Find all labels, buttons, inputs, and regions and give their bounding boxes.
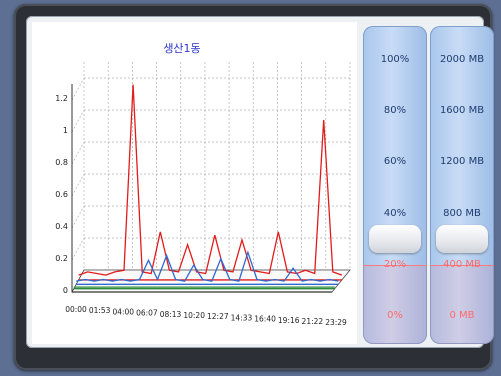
grid-side-line <box>71 77 85 101</box>
y-tick-label: 0.8 <box>55 158 68 167</box>
x-tick-label: 12:27 <box>207 312 229 321</box>
y-tick-label: 1 <box>63 126 68 135</box>
grid-side-line <box>71 141 85 165</box>
x-tick-label: 04:00 <box>112 307 134 316</box>
x-tick-label: 06:07 <box>136 309 158 318</box>
gauge_percent-tick-label: 80% <box>383 105 407 117</box>
gauge_mb-tick-label: 1200 MB <box>439 156 485 168</box>
x-tick-label: 08:13 <box>160 310 182 319</box>
gauge_percent-tick-label: 0% <box>387 310 403 321</box>
gauge_mb-tick-label: 800 MB <box>443 207 481 219</box>
y-tick-label: 1.2 <box>55 94 68 103</box>
x-tick-label: 00:00 <box>65 305 87 314</box>
usage-chart: 생산1동 0 0.2 0.4 0.6 0.8 1 1.2 00:00 01:53 04:00 06:0… <box>32 22 357 344</box>
percent-gauge: 100% 80% 60% 40% 20% 0% <box>363 26 427 344</box>
gauge_percent-tick-label: 60% <box>383 156 407 168</box>
series-line <box>76 250 339 282</box>
usage-chart-svg: 생산1동 0 0.2 0.4 0.6 0.8 1 1.2 00:00 01:53 04:00 06:0… <box>55 42 351 327</box>
x-tick-label: 16:40 <box>254 315 276 324</box>
y-tick-label: 0 <box>63 286 68 295</box>
x-tick-label: 14:33 <box>231 313 253 322</box>
mb-gauge-fill <box>430 264 494 344</box>
gauge_mb-tick-label: 0 MB <box>449 310 475 321</box>
x-tick-label: 23:29 <box>325 318 347 327</box>
mb-gauge-knob[interactable] <box>436 224 488 253</box>
grid-side-line <box>71 205 85 229</box>
x-tick-label: 21:22 <box>302 317 324 326</box>
percent-gauge-knob[interactable] <box>369 224 421 253</box>
gauge_percent-tick-label: 40% <box>383 207 407 219</box>
mb-gauge-level-line <box>430 264 494 266</box>
percent-gauge-level-line <box>363 264 427 266</box>
gauge_mb-tick-label: 2000 MB <box>439 54 485 65</box>
grid-side-line <box>71 173 85 197</box>
x-tick-label: 10:20 <box>183 311 205 320</box>
gauge_percent-tick-label: 100% <box>380 54 410 65</box>
y-tick-label: 0.6 <box>55 190 68 199</box>
series-line <box>78 84 343 276</box>
x-tick-label: 01:53 <box>89 306 111 315</box>
y-tick-label: 0.2 <box>55 254 68 263</box>
grid-side-line <box>71 109 85 133</box>
grid-side-line <box>71 237 85 261</box>
y-tick-label: 0.4 <box>55 222 68 231</box>
gauge_mb-tick-label: 400 MB <box>443 258 481 270</box>
percent-gauge-fill <box>363 264 427 344</box>
gauge_percent-tick-label: 20% <box>383 258 407 270</box>
chart-title: 생산1동 <box>163 42 200 55</box>
gauge_mb-tick-label: 1600 MB <box>439 105 485 117</box>
x-tick-label: 19:16 <box>278 316 300 325</box>
mb-gauge: 2000 MB 1600 MB 1200 MB 800 MB 400 MB 0 MB <box>430 26 494 344</box>
